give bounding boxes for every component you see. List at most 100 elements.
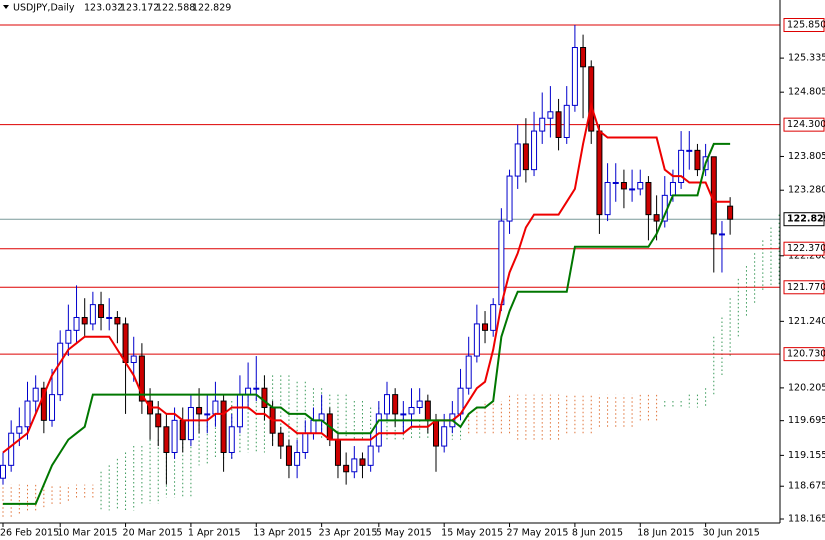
ohlc-high: 123.172 [120,3,159,14]
level-label-box [783,117,825,132]
candle-body [343,464,350,473]
level-label-box [783,18,825,33]
candle-body [261,387,268,408]
candle-body [8,432,15,466]
candle-body [514,143,521,177]
candle-body [580,47,587,68]
candle-body [383,394,390,415]
candle-body [138,355,145,402]
x-tick-label: 8 Jun 2015 [572,528,623,539]
x-tick-label: 27 May 2015 [507,528,569,539]
candle-body [204,413,211,416]
candle-body [727,205,734,220]
price-label: 122.829 [787,214,825,225]
x-tick-label: 26 Feb 2015 [0,528,59,539]
candle-body [694,149,701,171]
axis-background [781,0,825,540]
candle-body [73,316,80,331]
candle-body [392,394,399,415]
candle-body [498,220,505,306]
candle-body [0,464,6,479]
candle-body [98,304,105,318]
candle-body [57,342,64,396]
candle-body [678,149,685,183]
chart-title: USDJPY,Daily [13,3,75,14]
candle-body [620,181,627,190]
candle-body [310,419,317,434]
candle-body [171,419,178,453]
candle-body [285,445,292,466]
candle-body [130,355,137,363]
ohlc-open: 123.032 [84,3,123,14]
candle-body [65,329,72,344]
y-tick-label: 122.260 [788,250,825,261]
x-tick-label: 30 Jun 2015 [703,528,760,539]
candle-body [40,387,47,421]
candle-body [359,458,366,466]
y-tick-label: 119.155 [788,450,825,461]
x-tick-label: 5 May 2015 [376,528,432,539]
candle-body [424,400,431,421]
candle-body [375,413,382,447]
candle-body [645,181,652,216]
y-tick-label: 119.695 [788,415,825,426]
candle-body [400,413,407,416]
candle-body [81,316,88,325]
y-tick-label: 124.805 [788,87,825,98]
candle-body [555,111,562,138]
candle-body [367,445,374,466]
level-label: 121.770 [787,282,825,293]
candle-body [539,117,546,132]
candle-body [441,426,448,447]
candle-body [612,181,619,184]
level-label: 122.370 [787,243,825,254]
x-axis-background [0,524,780,540]
candle-body [465,355,472,389]
candle-body [163,426,170,453]
candle-body [49,394,56,421]
candle-body [334,439,341,466]
x-tick-label: 18 Jun 2015 [637,528,694,539]
candle-body [220,400,227,453]
candle-body [187,406,194,441]
candle-body [302,432,309,453]
candle-body [236,394,243,428]
candle-body [179,419,186,441]
candle-body [571,47,578,106]
candle-body [686,149,693,152]
candle-body [106,316,113,319]
candle-body [653,214,660,222]
candle-body [669,181,676,196]
level-label-box [783,241,825,256]
price-label-box [783,212,825,227]
candle-body [253,387,260,390]
candle-body [228,426,235,453]
candle-body [473,323,480,357]
y-tick-label: 123.280 [788,185,825,196]
candle-body [531,130,538,171]
level-label-box [783,280,825,295]
candle-body [351,458,358,473]
candle-body [89,304,96,325]
candle-body [563,104,570,138]
x-tick-label: 1 Apr 2015 [188,528,241,539]
candle-body [114,316,121,325]
ohlc-low: 122.588 [156,3,195,14]
candle-body [637,181,644,190]
level-label: 124.300 [787,119,825,130]
candle-body [16,426,23,434]
candle-body [196,406,203,415]
level-label: 120.730 [787,349,825,360]
candle-body [155,413,162,428]
y-tick-label: 118.165 [788,514,825,525]
y-tick-label: 120.205 [788,382,825,393]
menu-arrow[interactable] [3,5,9,9]
y-tick-label: 121.240 [788,316,825,327]
candle-body [416,400,423,408]
x-tick-label: 13 Apr 2015 [253,528,312,539]
ohlc-close: 122.829 [192,3,231,14]
y-tick-label: 125.335 [788,53,825,64]
candle-body [629,188,636,191]
